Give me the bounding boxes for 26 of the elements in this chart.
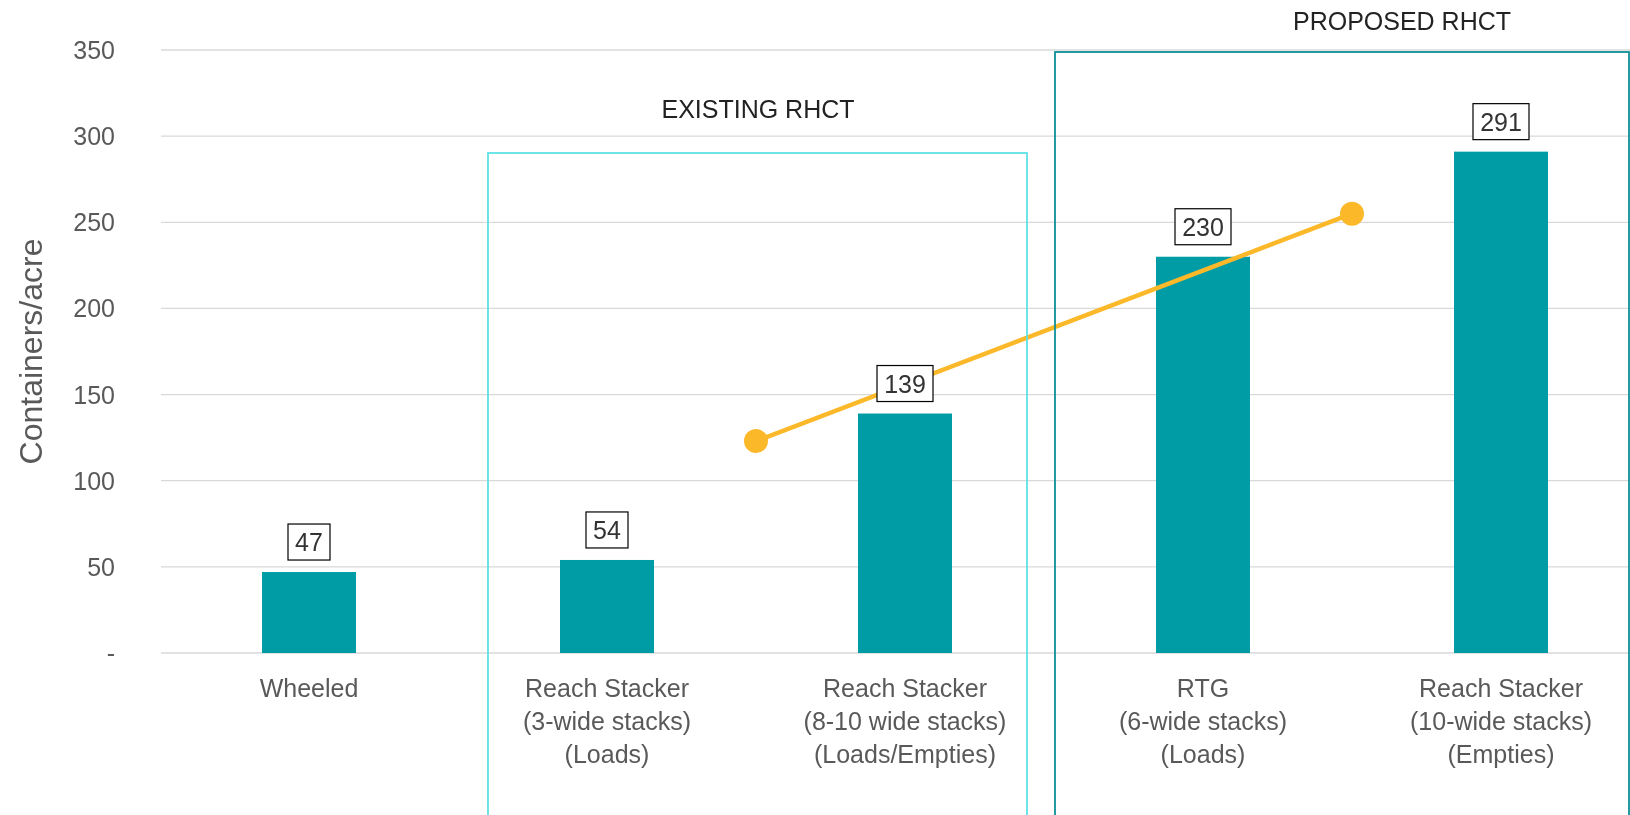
data-label: 230 [1182, 212, 1224, 241]
y-tick-label: 50 [87, 552, 115, 581]
bar [1156, 256, 1250, 653]
y-tick-label: 350 [73, 36, 115, 64]
y-tick-label: 100 [73, 466, 115, 495]
bar [1454, 151, 1548, 653]
y-tick-label: 300 [73, 122, 115, 151]
y-tick-label: 250 [73, 208, 115, 237]
annotation: EXISTING RHCT [661, 95, 855, 123]
bar [262, 572, 356, 653]
data-label: 139 [884, 369, 926, 398]
x-tick-label: RTG (6-wide stacks) (Loads) [1118, 674, 1288, 768]
data-label: 291 [1480, 107, 1522, 136]
bar [858, 413, 952, 653]
y-tick-label: 200 [73, 294, 115, 323]
bar [560, 559, 654, 653]
x-tick-label: Reach Stacker (8-10 wide stacks) (Loads/Empties) [803, 674, 1007, 768]
text: PROPOSED RHCT [1292, 7, 1512, 35]
x-tick-label: Reach Stacker (10-wide stacks) (Empties) [1410, 674, 1592, 768]
y-tick-label: 150 [73, 380, 115, 409]
data-label: 47 [295, 528, 323, 557]
y-axis-title: Containers/acre [13, 238, 49, 465]
x-tick-label: Reach Stacker (3-wide stacks) (Loads) [522, 674, 692, 768]
y-tick-label: - [106, 639, 115, 667]
data-label: 54 [593, 515, 621, 544]
x-tick-label: Wheeled [259, 674, 359, 702]
